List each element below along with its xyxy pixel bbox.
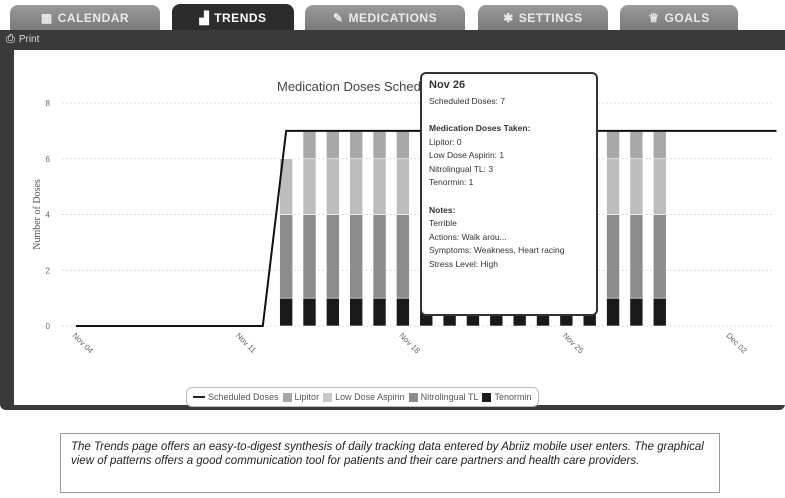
x-tick-label: Dec 02 [724, 331, 749, 356]
y-tick-label: 4 [46, 211, 51, 220]
tooltip-taken-item: Tenormin: 1 [429, 177, 474, 187]
tab-bar: ▦ CALENDAR ▟ TRENDS ✎ MEDICATIONS ✱ SETT… [0, 0, 785, 31]
bar-segment [349, 158, 364, 215]
bar-segment [652, 297, 667, 327]
chart-legend: Scheduled Doses Lipitor Low Dose Aspirin… [186, 387, 539, 407]
tooltip-taken-item: Nitrolingual TL: 3 [429, 163, 494, 174]
bar-segment [629, 297, 644, 327]
bar-segment [349, 214, 364, 299]
bar-segment [279, 214, 293, 299]
calendar-icon: ▦ [40, 10, 53, 25]
tooltip-notes-header: Notes: [429, 204, 456, 215]
tooltip-note: Symptoms: Weakness, Heart racing [429, 245, 565, 255]
bar-segment [652, 130, 667, 160]
pill-icon: ✎ [332, 10, 344, 25]
tooltip-taken-item: Lipitor: 0 [429, 136, 462, 147]
bar-segment [349, 297, 364, 327]
x-tick-label: Nov 11 [234, 331, 258, 355]
tooltip-date: Nov 26 [429, 79, 466, 91]
trophy-icon: ♕ [648, 10, 660, 25]
bar-segment [302, 130, 317, 160]
bar-segment [326, 214, 340, 299]
bar-segment [396, 297, 410, 327]
y-tick-label: 2 [46, 266, 51, 275]
tooltip-note: Actions: Walk arou... [429, 231, 507, 242]
bar-segment [372, 158, 387, 215]
tab-trends[interactable]: ▟ TRENDS [172, 4, 294, 31]
legend-label: Low Dose Aspirin [335, 392, 405, 402]
tab-label: TRENDS [214, 10, 267, 25]
gear-icon: ✱ [503, 10, 514, 25]
bar-segment [606, 214, 620, 299]
legend-item-nitrolingual[interactable]: Nitrolingual TL [408, 392, 479, 402]
legend-label: Lipitor [294, 392, 320, 402]
tooltip-scheduled: Scheduled Doses: 7 [429, 95, 506, 106]
chart-panel: Medication Doses Scheduled 0 2 4 6 8 Number of… [14, 50, 785, 407]
tooltip-taken-item: Low Dose Aspirin: 1 [429, 150, 505, 160]
trends-chart: Medication Doses Scheduled 0 2 4 6 8 Number of… [32, 79, 777, 356]
bar-segment [396, 130, 410, 160]
bar-segment [302, 214, 317, 299]
legend-label: Scheduled Doses [208, 392, 279, 402]
tab-settings[interactable]: ✱ SETTINGS [478, 5, 608, 30]
legend-item-lipitor[interactable]: Lipitor [282, 392, 320, 402]
chart-title: Medication Doses Scheduled [277, 79, 445, 94]
tab-calendar[interactable]: ▦ CALENDAR [10, 5, 160, 30]
x-tick-label: Nov 25 [561, 331, 586, 356]
bar-segment [396, 214, 410, 299]
legend-swatch [408, 392, 418, 402]
legend-item-aspirin[interactable]: Low Dose Aspirin [323, 392, 405, 402]
bar-segment [326, 130, 340, 160]
bar-segment [326, 297, 340, 327]
legend-swatch [482, 392, 492, 402]
legend-swatch [193, 396, 205, 398]
y-axis-label: Number of Doses [32, 179, 43, 250]
bar-segment [629, 130, 644, 160]
legend-swatch [323, 392, 333, 402]
bar-segment [372, 214, 387, 299]
print-button[interactable]: ⎙ Print [6, 30, 39, 48]
tooltip-note: Terrible [429, 218, 457, 228]
bar-segment [326, 158, 340, 215]
legend-item-tenormin[interactable]: Tenormin [482, 392, 532, 402]
legend-item-scheduled[interactable]: Scheduled Doses [193, 392, 279, 402]
bar-segment [396, 158, 410, 215]
tab-label: MEDICATIONS [348, 10, 438, 25]
bar-segment [302, 158, 317, 215]
legend-label: Nitrolingual TL [420, 392, 479, 402]
bar-segment [372, 130, 387, 160]
caption-box: The Trends page offers an easy-to-digest… [60, 433, 720, 493]
print-label: Print [18, 33, 40, 45]
bar-segment [629, 214, 644, 299]
printer-icon: ⎙ [6, 32, 15, 45]
trends-frame: ⎙ Print Medication Doses Scheduled 0 2 4 6 8 N… [0, 30, 785, 410]
bar-segment [652, 158, 667, 215]
y-tick-label: 6 [46, 155, 51, 164]
bar-segment [652, 214, 667, 299]
tab-label: CALENDAR [57, 10, 130, 25]
bar-segment [629, 158, 644, 215]
bar-segment [279, 297, 293, 327]
x-tick-label: Nov 18 [397, 331, 422, 356]
y-tick-label: 8 [46, 99, 51, 108]
tooltip-note: Stress Level: High [429, 258, 498, 269]
x-tick-label: Nov 04 [71, 331, 96, 356]
tab-label: GOALS [664, 10, 710, 25]
bar-segment [302, 297, 317, 327]
bar-segment [349, 130, 364, 160]
y-tick-label: 0 [46, 322, 51, 331]
bar-segment [606, 297, 620, 327]
tab-goals[interactable]: ♕ GOALS [620, 5, 738, 30]
bar-segment [606, 130, 620, 160]
tab-medications[interactable]: ✎ MEDICATIONS [305, 5, 465, 30]
legend-label: Tenormin [494, 392, 532, 402]
bar-segment [606, 158, 620, 215]
legend-swatch [282, 392, 292, 402]
chart-tooltip: Nov 26 Scheduled Doses: 7 Medication Dos… [420, 72, 598, 316]
bar-chart-icon: ▟ [199, 10, 210, 25]
tooltip-taken-header: Medication Doses Taken: [429, 123, 531, 133]
bar-segment [372, 297, 387, 327]
tab-label: SETTINGS [518, 10, 583, 25]
